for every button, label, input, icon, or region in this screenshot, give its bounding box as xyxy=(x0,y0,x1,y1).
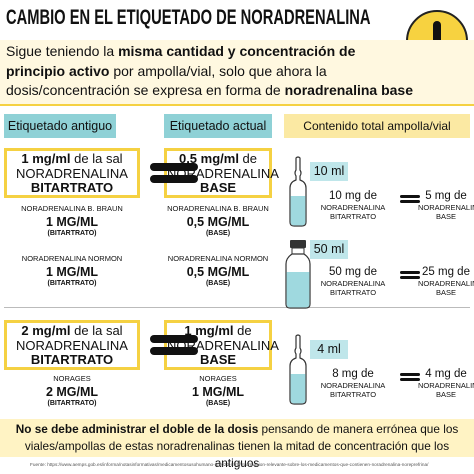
concentration: 1 mg/ml xyxy=(184,323,234,338)
salt-form: BITARTRATO xyxy=(329,288,377,297)
salt-form: BASE xyxy=(435,288,456,297)
brand-form: (BASE) xyxy=(205,230,231,237)
salt-form: BITARTRATO xyxy=(329,390,377,399)
brand-strength: 1 MG/ML xyxy=(45,215,99,229)
amount: 8 mg de xyxy=(332,368,374,380)
intro-rule xyxy=(0,104,474,106)
volume-label: 50 ml xyxy=(310,240,348,259)
equals-bar xyxy=(150,335,198,343)
brand: NORADRENALINA NORMON xyxy=(167,254,269,263)
equals-bar xyxy=(400,271,420,274)
intro-bold: misma cantidad y concentración de princi… xyxy=(6,43,356,79)
column-header: Contenido total ampolla/vial xyxy=(284,114,470,138)
separator xyxy=(4,307,470,308)
vial xyxy=(285,240,311,309)
amount: 50 mg de xyxy=(329,266,377,278)
brand-form: (BITARTRATO) xyxy=(47,280,97,287)
title-text: CAMBIO EN EL ETIQUETADO DE NORADRENALINA xyxy=(6,6,371,29)
column-header: Etiquetado antiguo xyxy=(4,114,116,138)
volume-label: 4 ml xyxy=(310,340,348,359)
brand: NORADRENALINA B. BRAUN xyxy=(21,204,123,213)
ampoule xyxy=(289,156,307,227)
brand-strength: 2 MG/ML xyxy=(45,385,99,399)
warning-band: No se debe administrar el doble de la do… xyxy=(0,419,474,470)
amount: 5 mg de xyxy=(425,190,467,202)
equals-bar xyxy=(400,378,420,381)
equals-bar xyxy=(400,200,420,203)
substance: NORADRENALINA xyxy=(320,279,386,288)
brand-strength: 0,5 MG/ML xyxy=(186,215,250,229)
substance: NORADRENALINA xyxy=(418,381,474,390)
concentration: 0,5 mg/ml xyxy=(178,151,239,166)
salt-form: BASE xyxy=(199,352,237,367)
intro-text: Sigue teniendo la xyxy=(6,43,119,59)
amount: 4 mg de xyxy=(425,368,467,380)
warning-text: pensando de manera errónea que los viale… xyxy=(24,422,459,470)
brand-strength: 0,5 MG/ML xyxy=(186,265,250,279)
title: CAMBIO EN EL ETIQUETADO DE NORADRENALINA xyxy=(6,6,426,30)
amount: 25 mg de xyxy=(422,266,470,278)
salt-form: BASE xyxy=(435,390,456,399)
brand-form: (BASE) xyxy=(205,400,231,407)
brand: NORADRENALINA B. BRAUN xyxy=(167,204,269,213)
source: Fuente: https://www.aemps.gob.es/informa… xyxy=(30,462,429,467)
equals-bar xyxy=(150,175,198,183)
concentration: 1 mg/ml xyxy=(21,151,71,166)
content-amount: 10 mg de NORADRENALINA BITARTRATO xyxy=(306,190,400,221)
salt-form: BITARTRATO xyxy=(30,180,114,195)
brand-strength: 1 MG/ML xyxy=(191,385,245,399)
intro-bold: noradrenalina base xyxy=(284,82,413,98)
brand: NORAGES xyxy=(199,374,237,383)
label-box: 1 mg/ml de la sal NORADRENALINA BITARTRATO xyxy=(4,148,140,198)
intro: Sigue teniendo la misma cantidad y conce… xyxy=(0,40,474,104)
qualifier: de la sal xyxy=(70,151,123,166)
substance: NORADRENALINA xyxy=(320,381,386,390)
label-box: 1 mg/ml de NORADRENALINA BASE xyxy=(164,320,279,370)
brand: NORAGES xyxy=(53,374,91,383)
label-box: 0,5 mg/ml de NORADRENALINA BASE xyxy=(164,148,279,198)
volume-label: 10 ml xyxy=(310,162,348,181)
amount: 10 mg de xyxy=(329,190,377,202)
qualifier: de xyxy=(238,151,258,166)
brand: NORADRENALINA NORMON xyxy=(21,254,123,263)
substance: NORADRENALINA xyxy=(418,279,474,288)
label-box: 2 mg/ml de la sal NORADRENALINA BITARTRATO xyxy=(4,320,140,370)
qualifier: de xyxy=(233,323,252,338)
concentration-line: 0,5 mg/ml de xyxy=(167,151,269,167)
salt-form: BASE xyxy=(199,180,237,195)
warning-bold: No se debe administrar el doble de la do… xyxy=(15,422,259,436)
content-amount: 8 mg de NORADRENALINA BITARTRATO xyxy=(306,368,400,399)
intro-text: por ampolla/vial, solo que ahora la dosi… xyxy=(6,62,327,99)
concentration-line: 1 mg/ml de la sal xyxy=(7,151,137,167)
qualifier: de la sal xyxy=(70,323,123,338)
equals-bar xyxy=(150,163,198,171)
equals-bar xyxy=(150,347,198,355)
substance: NORADRENALINA xyxy=(418,203,474,212)
concentration: 2 mg/ml xyxy=(21,323,71,338)
salt-form: BITARTRATO xyxy=(329,212,377,221)
ampoule xyxy=(289,334,307,405)
equals-bar xyxy=(400,195,420,198)
brand-strength: 1 MG/ML xyxy=(45,265,99,279)
column-header: Etiquetado actual xyxy=(164,114,272,138)
concentration-line: 1 mg/ml de xyxy=(167,323,269,339)
equals-bar xyxy=(400,276,420,279)
salt-form: BASE xyxy=(435,212,456,221)
salt-form: BITARTRATO xyxy=(30,352,114,367)
brand-form: (BITARTRATO) xyxy=(47,400,97,407)
brand-form: (BITARTRATO) xyxy=(47,230,97,237)
substance: NORADRENALINA xyxy=(320,203,386,212)
substance: NORADRENALINA xyxy=(16,337,128,353)
substance: NORADRENALINA xyxy=(16,165,128,181)
equals-bar xyxy=(400,373,420,376)
concentration-line: 2 mg/ml de la sal xyxy=(7,323,137,339)
brand-form: (BASE) xyxy=(205,280,231,287)
content-amount: 50 mg de NORADRENALINA BITARTRATO xyxy=(306,266,400,297)
